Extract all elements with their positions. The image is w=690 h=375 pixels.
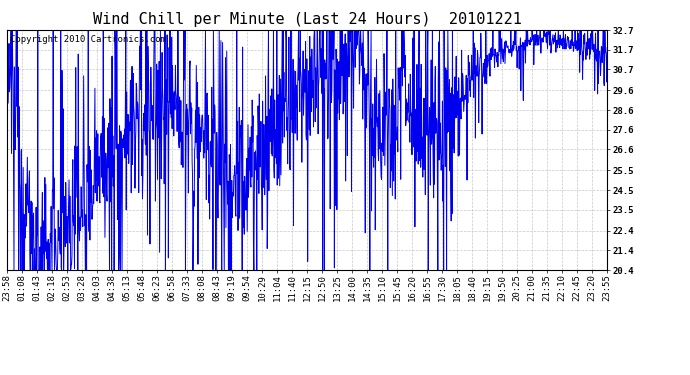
- Text: Copyright 2010 Cartronics.com: Copyright 2010 Cartronics.com: [10, 35, 166, 44]
- Title: Wind Chill per Minute (Last 24 Hours)  20101221: Wind Chill per Minute (Last 24 Hours) 20…: [92, 12, 522, 27]
